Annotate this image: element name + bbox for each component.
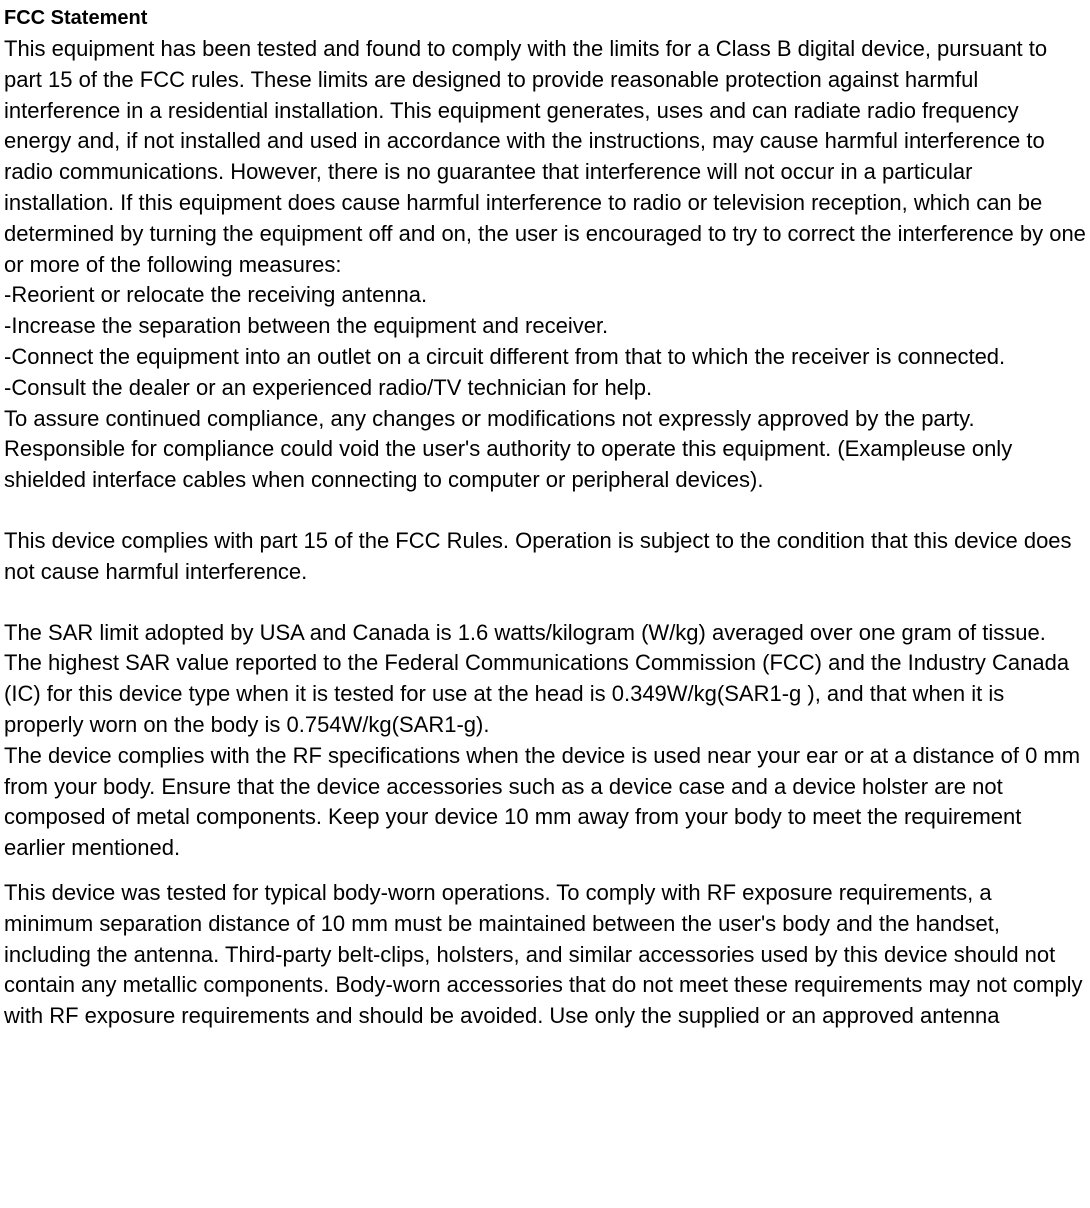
fcc-statement-heading: FCC Statement	[4, 4, 1086, 32]
spacer	[4, 864, 1086, 878]
compliance-paragraph-2: Responsible for compliance could void th…	[4, 434, 1086, 496]
rfspec-paragraph: The device complies with the RF specific…	[4, 741, 1086, 864]
bullet-item-4: -Consult the dealer or an experienced ra…	[4, 373, 1086, 404]
bullet-item-3: -Connect the equipment into an outlet on…	[4, 342, 1086, 373]
bullet-item-2: -Increase the separation between the equ…	[4, 311, 1086, 342]
sar-paragraph: The SAR limit adopted by USA and Canada …	[4, 618, 1086, 741]
spacer	[4, 496, 1086, 526]
bullet-item-1: -Reorient or relocate the receiving ante…	[4, 280, 1086, 311]
part15-paragraph: This device complies with part 15 of the…	[4, 526, 1086, 588]
intro-paragraph: This equipment has been tested and found…	[4, 34, 1086, 280]
bodyworn-paragraph: This device was tested for typical body-…	[4, 878, 1086, 1032]
spacer	[4, 588, 1086, 618]
compliance-paragraph-1: To assure continued compliance, any chan…	[4, 404, 1086, 435]
